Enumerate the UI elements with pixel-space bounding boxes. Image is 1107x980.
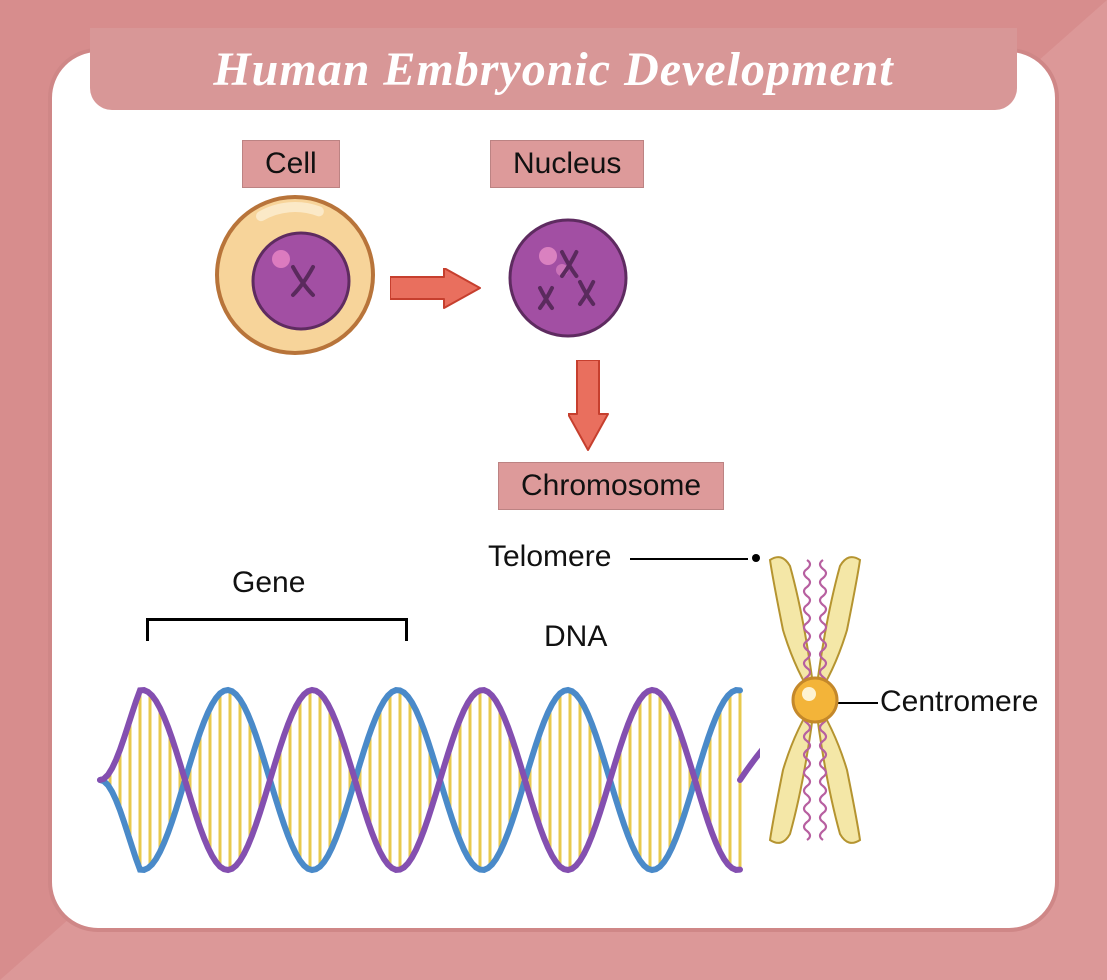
- arrow-cell-to-nucleus: [390, 268, 510, 388]
- dna-helix-graphic: [80, 620, 760, 940]
- label-cell: Cell: [242, 140, 340, 188]
- label-gene: Gene: [232, 566, 305, 600]
- title-banner: Human Embryonic Development: [90, 28, 1017, 110]
- nucleus-graphic: [504, 214, 632, 342]
- title-text: Human Embryonic Development: [213, 42, 893, 97]
- label-nucleus: Nucleus: [490, 140, 644, 188]
- diagram-frame: Human Embryonic Development Cell Nucleus…: [0, 0, 1107, 980]
- cell-graphic: [209, 189, 381, 361]
- label-telomere: Telomere: [488, 540, 611, 574]
- arrow-nucleus-to-chromosome: [568, 360, 688, 480]
